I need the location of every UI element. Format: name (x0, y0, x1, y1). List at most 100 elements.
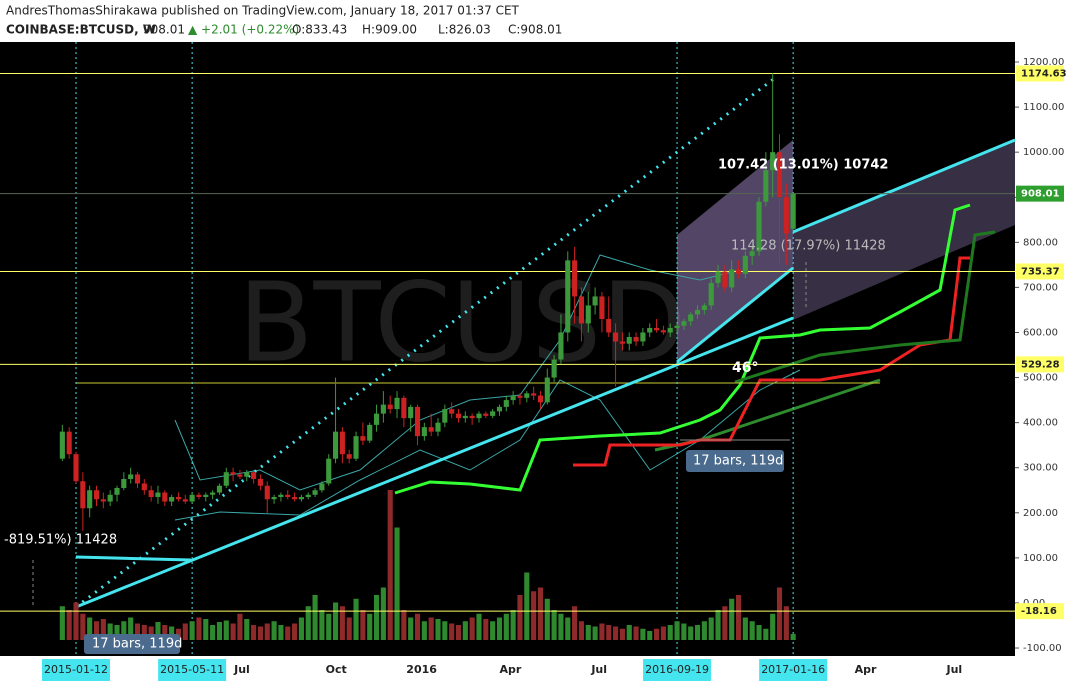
candle-body (537, 395, 544, 403)
volume-bar (619, 628, 625, 640)
volume-bar (572, 606, 578, 640)
volume-bar (339, 606, 345, 640)
volume-bar (599, 623, 605, 640)
candle-body (230, 472, 236, 475)
volume-bar (578, 621, 584, 640)
x-tick-label: Apr (499, 663, 521, 676)
candle-body (667, 327, 673, 333)
candle-body (510, 395, 516, 401)
change: ▲ +2.01 (+0.22%) (188, 23, 299, 37)
candle-body (278, 494, 284, 498)
candle-body (353, 436, 359, 459)
series (0, 42, 1015, 656)
volume-bar (360, 610, 366, 640)
volume-bar (162, 625, 168, 640)
y-tick-label: 800.00 (1023, 237, 1058, 248)
volume-bar (121, 621, 127, 640)
volume-bar (442, 621, 448, 640)
candle-body (339, 431, 345, 455)
volume-bar (626, 625, 632, 640)
candle-body (257, 478, 263, 486)
candle-body (626, 336, 632, 344)
volume-bar (483, 619, 489, 640)
volume-bar (790, 634, 796, 640)
volume-bar (251, 625, 257, 640)
candle-body (633, 336, 639, 342)
candle-body (701, 305, 707, 310)
candle-body (380, 404, 386, 414)
x-tick-box (158, 659, 227, 681)
volume-bar (558, 613, 564, 640)
y-tick-label: 700.00 (1023, 282, 1058, 293)
volume-bar (715, 610, 721, 640)
volume-bar (285, 626, 291, 640)
volume-bar (230, 623, 236, 640)
candle-body (346, 454, 352, 459)
candle-body (572, 260, 578, 297)
y-tick-label: 400.00 (1023, 418, 1058, 429)
watermark: BTCUSD (238, 258, 686, 386)
volume-bar (763, 628, 769, 640)
candle-body (531, 393, 537, 396)
candle-body (490, 411, 496, 416)
volume-bar (701, 621, 707, 640)
x-tick-label: 2015-01-12 (44, 663, 108, 676)
candle-body (483, 413, 489, 416)
volume-bar (401, 610, 407, 640)
volume-bar (544, 598, 550, 640)
volume-bar (408, 617, 414, 640)
volume-bar (606, 625, 612, 640)
annotation-box (686, 450, 784, 472)
candle-body (708, 282, 714, 306)
candle-body (298, 497, 304, 500)
channel (793, 140, 1015, 320)
candle-body (367, 424, 373, 441)
candle-body (421, 427, 427, 437)
volume-bar (373, 595, 380, 640)
candle-body (196, 494, 202, 498)
volume-bar (182, 623, 188, 640)
volume-bar (729, 598, 735, 640)
candle-body (169, 497, 175, 502)
candle-body (524, 393, 530, 398)
candle-body (469, 415, 475, 419)
volume-bar (694, 625, 701, 640)
volume-bar (326, 613, 332, 640)
price-axis (1015, 42, 1073, 656)
volume-bar (421, 621, 427, 640)
candle-body (599, 296, 605, 319)
candle-body (148, 490, 154, 498)
volume-bar (510, 610, 516, 640)
volume-bar (613, 626, 619, 640)
x-tick-label: 2016-09-19 (645, 663, 709, 676)
candle-body (360, 436, 366, 441)
volume-bar (87, 617, 93, 640)
candle-body (107, 494, 113, 502)
candle-body (203, 494, 209, 498)
candle-body (100, 499, 106, 502)
volume-bar (305, 606, 311, 640)
y-tick-label: 1000.00 (1023, 147, 1064, 158)
candle-body (210, 492, 216, 495)
volume-bar (688, 626, 694, 640)
candle-body (654, 327, 660, 331)
volume-bar (292, 623, 298, 640)
candle-body (189, 494, 195, 502)
candle-body (251, 472, 257, 479)
volume-bar (654, 628, 660, 640)
volume-bar (107, 623, 113, 640)
candle-body (428, 427, 434, 432)
volume-bar (189, 621, 195, 640)
volume-bar (244, 619, 250, 640)
volume-bar (237, 613, 243, 640)
candle-body (442, 409, 448, 423)
annotation: -819.51%) 11428 (4, 533, 117, 548)
candle-body (619, 341, 625, 344)
annotation: 114.28 (17.97%) 11428 (731, 239, 886, 254)
candle-body (742, 255, 748, 274)
candle-body (373, 413, 380, 425)
candle-body (496, 406, 503, 412)
candle-body (715, 271, 721, 283)
volume-bar (148, 626, 154, 640)
